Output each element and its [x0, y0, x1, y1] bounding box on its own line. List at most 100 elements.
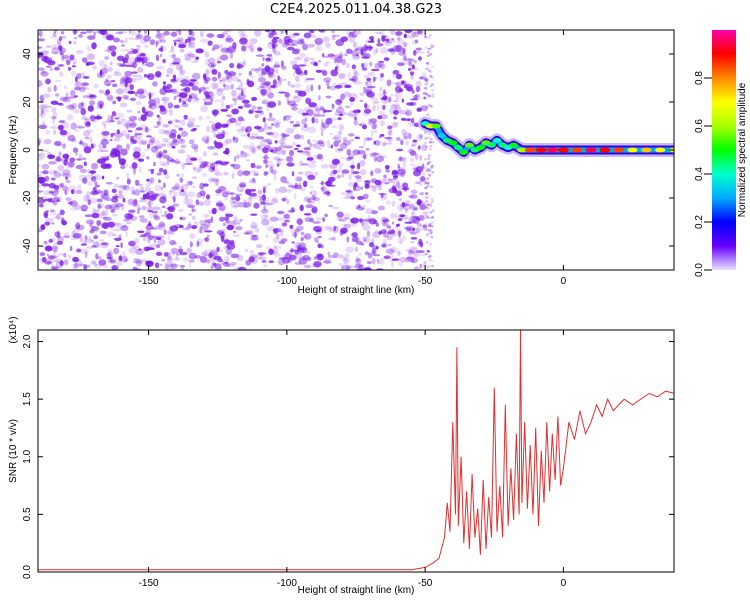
noise-speck — [169, 230, 175, 235]
noise-speck — [188, 54, 196, 58]
noise-speck — [200, 190, 206, 196]
noise-speck — [215, 263, 222, 270]
noise-speck — [322, 217, 325, 222]
noise-speck — [64, 259, 68, 265]
noise-speck — [100, 231, 107, 235]
noise-speck — [148, 169, 155, 171]
noise-speck — [177, 134, 181, 139]
noise-speck — [69, 41, 72, 45]
noise-speck — [192, 128, 196, 131]
noise-speck — [242, 170, 250, 175]
noise-speck — [317, 154, 323, 160]
noise-speck — [328, 252, 330, 256]
noise-speck — [51, 264, 54, 270]
noise-speck — [338, 73, 345, 79]
noise-speck — [426, 211, 429, 213]
noise-speck — [225, 48, 233, 54]
noise-speck — [324, 110, 332, 112]
noise-speck — [367, 261, 372, 264]
noise-speck — [403, 234, 406, 240]
noise-speck — [412, 40, 418, 45]
noise-speck — [260, 139, 266, 146]
noise-speck — [92, 65, 97, 70]
noise-speck — [251, 76, 255, 78]
noise-speck — [157, 250, 161, 253]
noise-speck — [156, 66, 164, 70]
noise-speck — [370, 118, 377, 123]
noise-speck — [409, 67, 417, 70]
noise-speck — [241, 90, 244, 97]
noise-speck — [410, 151, 416, 156]
noise-speck — [145, 261, 153, 267]
noise-speck — [165, 130, 171, 135]
noise-speck — [72, 65, 76, 67]
noise-speck — [425, 200, 428, 202]
noise-speck — [233, 201, 236, 204]
x-tick-label: -100 — [277, 276, 297, 287]
noise-speck — [39, 125, 48, 130]
noise-speck — [235, 226, 242, 230]
noise-speck — [192, 209, 197, 212]
noise-speck — [203, 79, 209, 85]
noise-speck — [169, 106, 171, 113]
noise-speck — [258, 257, 266, 260]
noise-speck — [410, 231, 417, 234]
noise-speck — [224, 124, 229, 128]
noise-speck — [381, 178, 386, 182]
noise-speck — [166, 68, 173, 75]
noise-speck — [182, 257, 188, 261]
noise-speck — [258, 77, 266, 83]
noise-speck — [307, 127, 316, 134]
noise-speck — [49, 183, 56, 189]
noise-speck — [189, 262, 191, 267]
noise-speck — [60, 36, 67, 39]
noise-speck — [273, 238, 279, 243]
noise-speck — [107, 67, 113, 72]
noise-speck — [117, 129, 121, 134]
noise-speck — [45, 218, 54, 223]
noise-speck — [424, 36, 427, 38]
noise-speck — [347, 236, 350, 242]
noise-speck — [228, 71, 237, 76]
noise-speck — [71, 123, 78, 130]
noise-speck — [156, 55, 159, 62]
noise-speck — [297, 242, 302, 247]
noise-speck — [139, 215, 145, 218]
noise-speck — [369, 218, 377, 225]
noise-speck — [425, 137, 428, 139]
noise-speck — [426, 62, 429, 64]
noise-speck — [118, 31, 127, 34]
noise-speck — [62, 173, 71, 177]
noise-speck — [429, 71, 432, 73]
noise-speck — [192, 186, 195, 188]
noise-speck — [199, 220, 204, 226]
noise-speck — [287, 163, 295, 167]
noise-speck — [365, 208, 374, 214]
noise-speck — [134, 131, 137, 134]
trace-point — [599, 148, 610, 153]
noise-speck — [361, 63, 368, 68]
noise-speck — [229, 63, 234, 68]
noise-speck — [73, 109, 79, 114]
noise-speck — [378, 111, 384, 115]
noise-speck — [232, 42, 236, 49]
noise-speck — [39, 30, 43, 37]
noise-speck — [314, 237, 319, 243]
noise-speck — [74, 259, 81, 262]
noise-speck — [130, 31, 136, 35]
noise-speck — [273, 229, 276, 234]
noise-speck — [113, 38, 120, 43]
noise-speck — [50, 68, 52, 71]
noise-speck — [402, 99, 404, 103]
noise-speck — [75, 153, 78, 156]
noise-speck — [410, 98, 418, 100]
noise-speck — [56, 156, 60, 162]
noise-speck — [104, 124, 107, 129]
noise-speck — [344, 53, 347, 56]
noise-speck — [308, 201, 315, 203]
noise-speck — [120, 40, 125, 44]
noise-speck — [426, 105, 429, 107]
noise-speck — [213, 110, 217, 116]
noise-speck — [118, 158, 126, 162]
noise-speck — [71, 71, 76, 77]
